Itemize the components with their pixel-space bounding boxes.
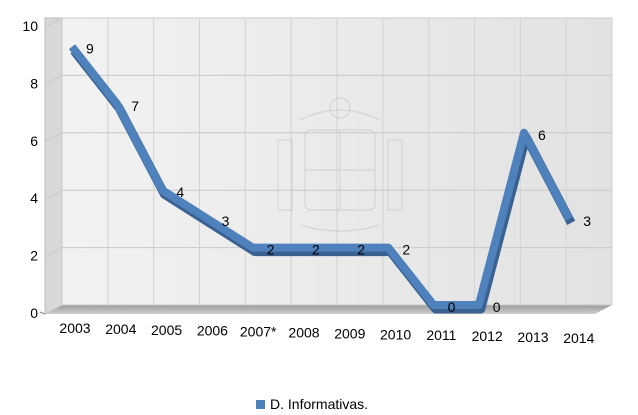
side-gridline bbox=[44, 132, 63, 143]
x-tick-label: 2010 bbox=[380, 326, 411, 342]
y-tick-label: 10 bbox=[22, 18, 38, 34]
x-tick-label: 2004 bbox=[105, 321, 136, 337]
y-tick-label: 8 bbox=[30, 75, 38, 91]
data-label: 0 bbox=[448, 299, 456, 315]
data-label: 2 bbox=[267, 242, 275, 258]
y-tick-label: 2 bbox=[30, 248, 38, 264]
data-label: 6 bbox=[538, 127, 546, 143]
data-label: 4 bbox=[176, 184, 184, 200]
side-gridline bbox=[44, 304, 63, 315]
x-tick-label: 2014 bbox=[563, 330, 594, 346]
data-label: 3 bbox=[222, 213, 230, 229]
side-gridline bbox=[44, 17, 63, 28]
data-label: 2 bbox=[402, 242, 410, 258]
legend-swatch bbox=[256, 399, 265, 409]
coat-of-arms-watermark bbox=[277, 97, 403, 232]
x-tick-label: 2005 bbox=[151, 322, 182, 338]
x-tick-label: 2011 bbox=[426, 327, 456, 343]
x-tick-label: 2013 bbox=[517, 329, 548, 345]
series-line bbox=[68, 44, 576, 314]
x-axis: 2003 2004 2005 2006 2007* 2008 2009 2010 2011 201… bbox=[59, 320, 594, 346]
data-labels: 9 7 4 3 2 2 2 2 0 0 6 3 bbox=[86, 41, 591, 315]
data-label: 2 bbox=[312, 242, 320, 258]
data-label: 9 bbox=[86, 41, 94, 57]
side-gridline bbox=[44, 247, 63, 258]
x-tick-label: 2012 bbox=[472, 328, 503, 344]
series-line-path bbox=[68, 44, 573, 309]
y-tick-label: 0 bbox=[30, 305, 38, 321]
floor bbox=[45, 305, 612, 314]
data-label: 0 bbox=[493, 299, 501, 315]
data-label: 2 bbox=[357, 242, 365, 258]
y-tick-label: 4 bbox=[30, 190, 38, 206]
side-gridline bbox=[44, 74, 63, 85]
chart-walls bbox=[44, 17, 613, 315]
data-label: 3 bbox=[583, 213, 591, 229]
x-tick-label: 2007* bbox=[240, 324, 277, 340]
side-gridline bbox=[44, 189, 63, 200]
side-wall bbox=[44, 17, 63, 315]
y-tick-label: 6 bbox=[30, 133, 38, 149]
y-axis: 0 2 4 6 8 10 bbox=[22, 18, 46, 321]
legend-label: D. Informativas. bbox=[270, 396, 369, 412]
data-label: 7 bbox=[131, 98, 139, 114]
x-tick-label: 2003 bbox=[59, 320, 90, 336]
x-tick-label: 2006 bbox=[197, 323, 228, 339]
x-tick-label: 2008 bbox=[288, 325, 319, 341]
x-tick-label: 2009 bbox=[334, 325, 365, 341]
y-axis-base bbox=[39, 311, 46, 315]
legend: D. Informativas. bbox=[256, 396, 368, 412]
